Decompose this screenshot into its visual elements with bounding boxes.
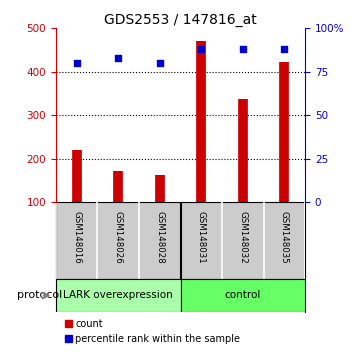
Bar	[180, 279, 305, 312]
Point	[74, 60, 80, 66]
Legend: count, percentile rank within the sample: count, percentile rank within the sample	[61, 315, 244, 348]
Title: GDS2553 / 147816_at: GDS2553 / 147816_at	[104, 13, 257, 27]
Point	[282, 46, 287, 52]
Text: GSM148032: GSM148032	[238, 211, 247, 264]
Text: control: control	[225, 291, 261, 301]
Point	[116, 55, 121, 61]
Point	[240, 46, 245, 52]
Text: GSM148031: GSM148031	[197, 211, 206, 264]
Point	[199, 46, 204, 52]
Text: GSM148035: GSM148035	[280, 211, 289, 264]
Text: protocol: protocol	[17, 291, 62, 301]
Text: LARK overexpression: LARK overexpression	[63, 291, 173, 301]
Bar	[56, 279, 180, 312]
Point	[157, 60, 162, 66]
Text: GSM148026: GSM148026	[114, 211, 123, 264]
Text: GSM148028: GSM148028	[155, 211, 164, 264]
Text: GSM148016: GSM148016	[72, 211, 81, 264]
